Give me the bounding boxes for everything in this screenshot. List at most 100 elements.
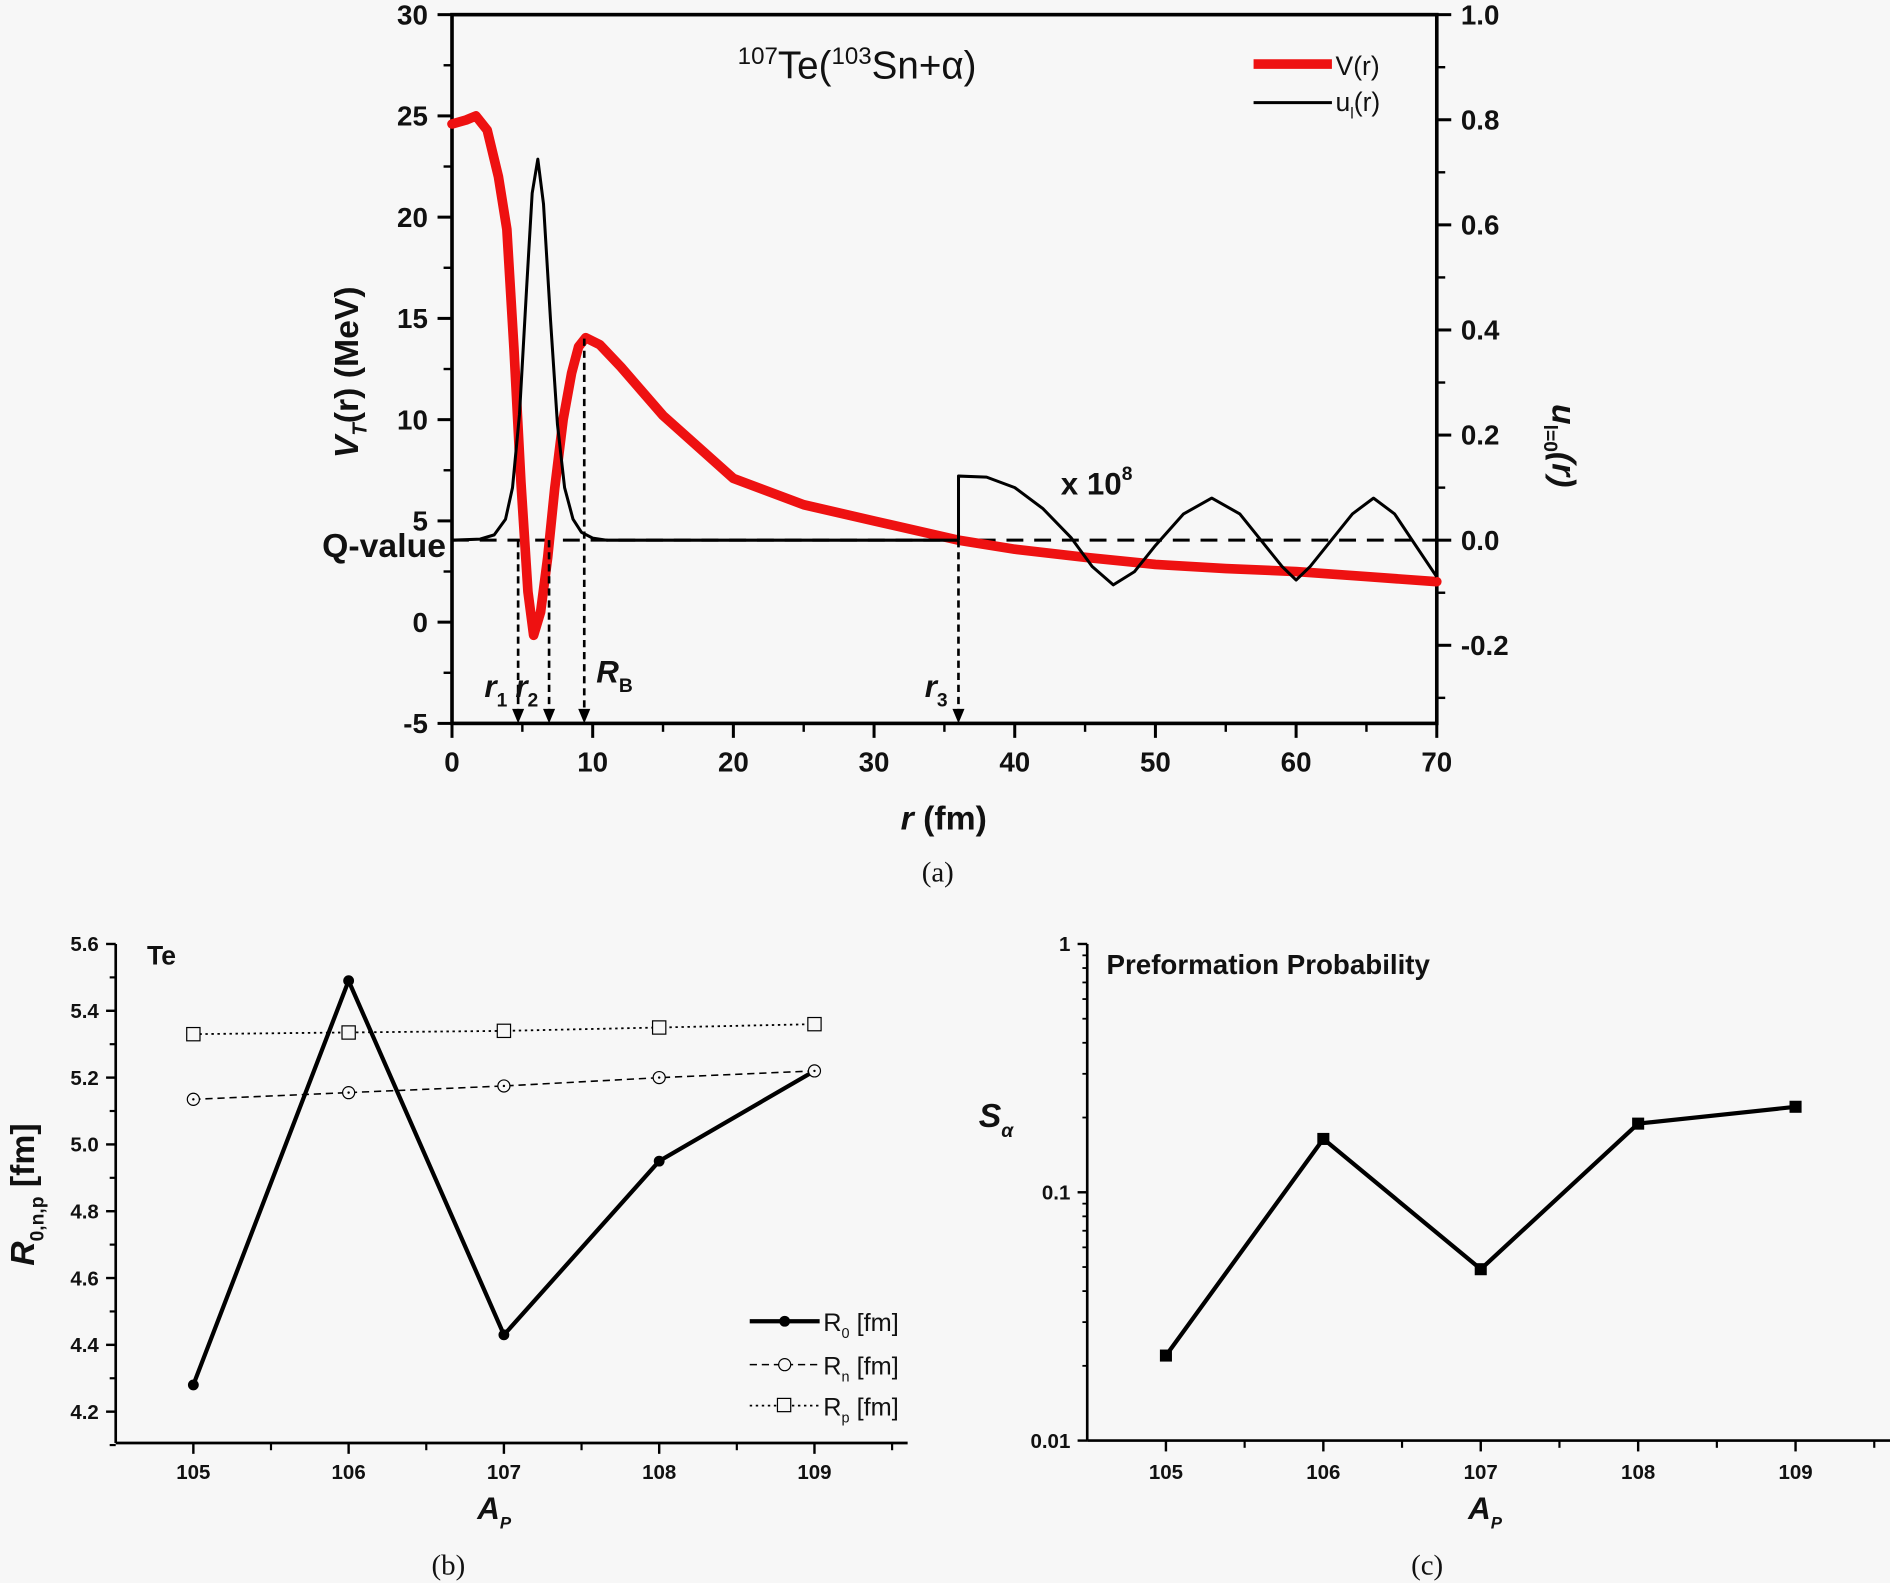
y-left-tick-label: 25 <box>397 101 428 132</box>
turning-point-label: r3 <box>925 669 948 712</box>
panel-a-ylabel-left: VT(r) (MeV) <box>328 286 371 458</box>
y-left-tick-label: 5 <box>412 506 427 537</box>
y-left-tick-label: 20 <box>397 202 428 233</box>
preformation-line <box>1164 1104 1796 1357</box>
data-point-r0 <box>343 975 355 987</box>
data-point-rn-center <box>657 1076 661 1079</box>
legend-label-rp: Rp [fm] <box>823 1393 899 1426</box>
panel-c-curves <box>1159 1100 1802 1362</box>
b-x-tick-label: 107 <box>487 1461 521 1484</box>
x-tick-label: 50 <box>1140 747 1171 778</box>
y-right-tick-label: 0.8 <box>1461 104 1500 135</box>
tp-main: r <box>515 669 529 704</box>
data-point-rp <box>807 1016 822 1032</box>
arrow-head-icon <box>952 708 965 724</box>
q-value-label: Q-value <box>322 527 446 565</box>
c-x-tick-label: 107 <box>1464 1461 1498 1484</box>
wavefunction-tail-curve <box>956 474 1439 587</box>
b-y-tick-label: 5.4 <box>70 1000 99 1023</box>
b-y-tick-label: 4.6 <box>70 1267 98 1290</box>
b-x-tick-label: 106 <box>332 1461 366 1484</box>
c-xlabel-sub: P <box>1491 1514 1503 1533</box>
panel-b-axis-ticks: 105 106 107 108 109 4.2 4.4 4.6 4.8 5.0 5.2 5.4 5.6 <box>70 933 894 1484</box>
ylabel-v-rest: (r) (MeV) <box>328 286 366 423</box>
b-x-tick-label: 105 <box>176 1461 210 1484</box>
arrow-head-icon <box>512 708 525 724</box>
legend-marker-r0 <box>779 1315 791 1327</box>
b-ylabel-sub: 0,n,p <box>27 1196 48 1241</box>
data-point-r0 <box>498 1329 510 1341</box>
c-ylabel-S: S <box>979 1097 1002 1135</box>
c-x-tick-label: 105 <box>1149 1461 1183 1484</box>
data-point-r0 <box>187 1379 199 1391</box>
preformation-data-point <box>1632 1117 1645 1130</box>
tp-sub: 3 <box>937 691 948 712</box>
panel-a-plot-frame <box>450 12 1439 726</box>
scale-base: x 10 <box>1061 466 1122 501</box>
leg-rp-R: R <box>823 1393 841 1421</box>
panel-c-xlabel: AP <box>1467 1491 1503 1533</box>
legend-u: u <box>1336 87 1351 117</box>
c-x-tick-label: 106 <box>1306 1461 1340 1484</box>
y-left-tick-label: 15 <box>397 303 428 334</box>
legend-u-sub: l <box>1350 105 1353 122</box>
series-line-rn <box>193 1070 815 1101</box>
legend-label-r0: R0 [fm] <box>823 1309 899 1342</box>
data-point-rn-center <box>813 1069 816 1073</box>
leg-r0-R: R <box>823 1309 841 1337</box>
y-right-tick-label: -0.2 <box>1461 630 1509 661</box>
preformation-data-point <box>1159 1349 1172 1362</box>
leg-rn-R: R <box>823 1352 841 1380</box>
leg-rp-unit: [fm] <box>850 1393 899 1421</box>
title-daughter: Sn+α) <box>872 45 977 88</box>
x-tick-label: 30 <box>859 747 890 778</box>
b-y-tick-label: 5.2 <box>70 1067 98 1090</box>
b-xlabel-sub: P <box>500 1514 512 1533</box>
potential-curve <box>447 111 1442 641</box>
x-tick-label: 70 <box>1421 747 1452 778</box>
data-point-rp <box>186 1026 201 1042</box>
panel-c-ylabel: Sα <box>979 1097 1015 1142</box>
preformation-data-point <box>1317 1132 1330 1145</box>
turning-point-label: RB <box>596 654 633 697</box>
preformation-data-point <box>1789 1100 1802 1113</box>
turning-point-label: r2 <box>515 669 538 712</box>
panel-a-title: 107Te(103Sn+α) <box>738 43 977 87</box>
b-y-tick-label: 4.8 <box>70 1200 98 1223</box>
b-x-tick-label: 109 <box>797 1461 831 1484</box>
c-ylabel-sub: α <box>1001 1121 1014 1142</box>
scale-annotation: x 108 <box>1061 464 1133 501</box>
tp-main: r <box>484 669 498 704</box>
leg-r0-unit: [fm] <box>850 1309 899 1337</box>
series-line-r0 <box>191 978 816 1386</box>
c-xlabel-A: A <box>1467 1491 1491 1526</box>
preformation-data-point <box>1474 1263 1487 1276</box>
legend-label-potential: V(r) <box>1336 51 1380 81</box>
b-ylabel-unit: [fm] <box>4 1123 42 1196</box>
y-left-tick-label: 10 <box>397 404 428 435</box>
ylabel-u-rest: (r) <box>1545 452 1583 488</box>
leg-rp-sub: p <box>842 1411 850 1427</box>
caption-b: (b) <box>432 1549 466 1581</box>
y-left-tick-label: 30 <box>397 0 428 30</box>
b-y-tick-label: 4.4 <box>70 1334 99 1357</box>
panel-a-potential-plot: 0 10 20 30 40 50 60 70 -5 0 5 10 15 20 25 30 -0.2 0.0 0.2 0… <box>322 0 1582 888</box>
leg-rn-sub: n <box>842 1370 850 1386</box>
series-line-rp <box>193 1023 815 1036</box>
data-point-r0 <box>653 1155 665 1167</box>
panel-b-xlabel: AP <box>476 1491 512 1533</box>
scale-exponent: 8 <box>1122 464 1133 485</box>
y-right-tick-label: 1.0 <box>1461 0 1500 30</box>
y-right-tick-label: 0.6 <box>1461 210 1500 241</box>
ylabel-u-sub: l=0 <box>1539 425 1560 452</box>
c-y-tick-label: 0.1 <box>1042 1182 1070 1205</box>
b-y-tick-label: 5.6 <box>70 933 98 956</box>
data-point-rn-center <box>347 1091 350 1094</box>
data-point-rn-center <box>192 1098 195 1101</box>
ylabel-v: V <box>328 433 366 458</box>
panel-b-curves <box>186 975 822 1391</box>
y-right-tick-label: 0.0 <box>1461 525 1500 556</box>
panel-b-ylabel: R0,n,p [fm] <box>4 1123 49 1265</box>
